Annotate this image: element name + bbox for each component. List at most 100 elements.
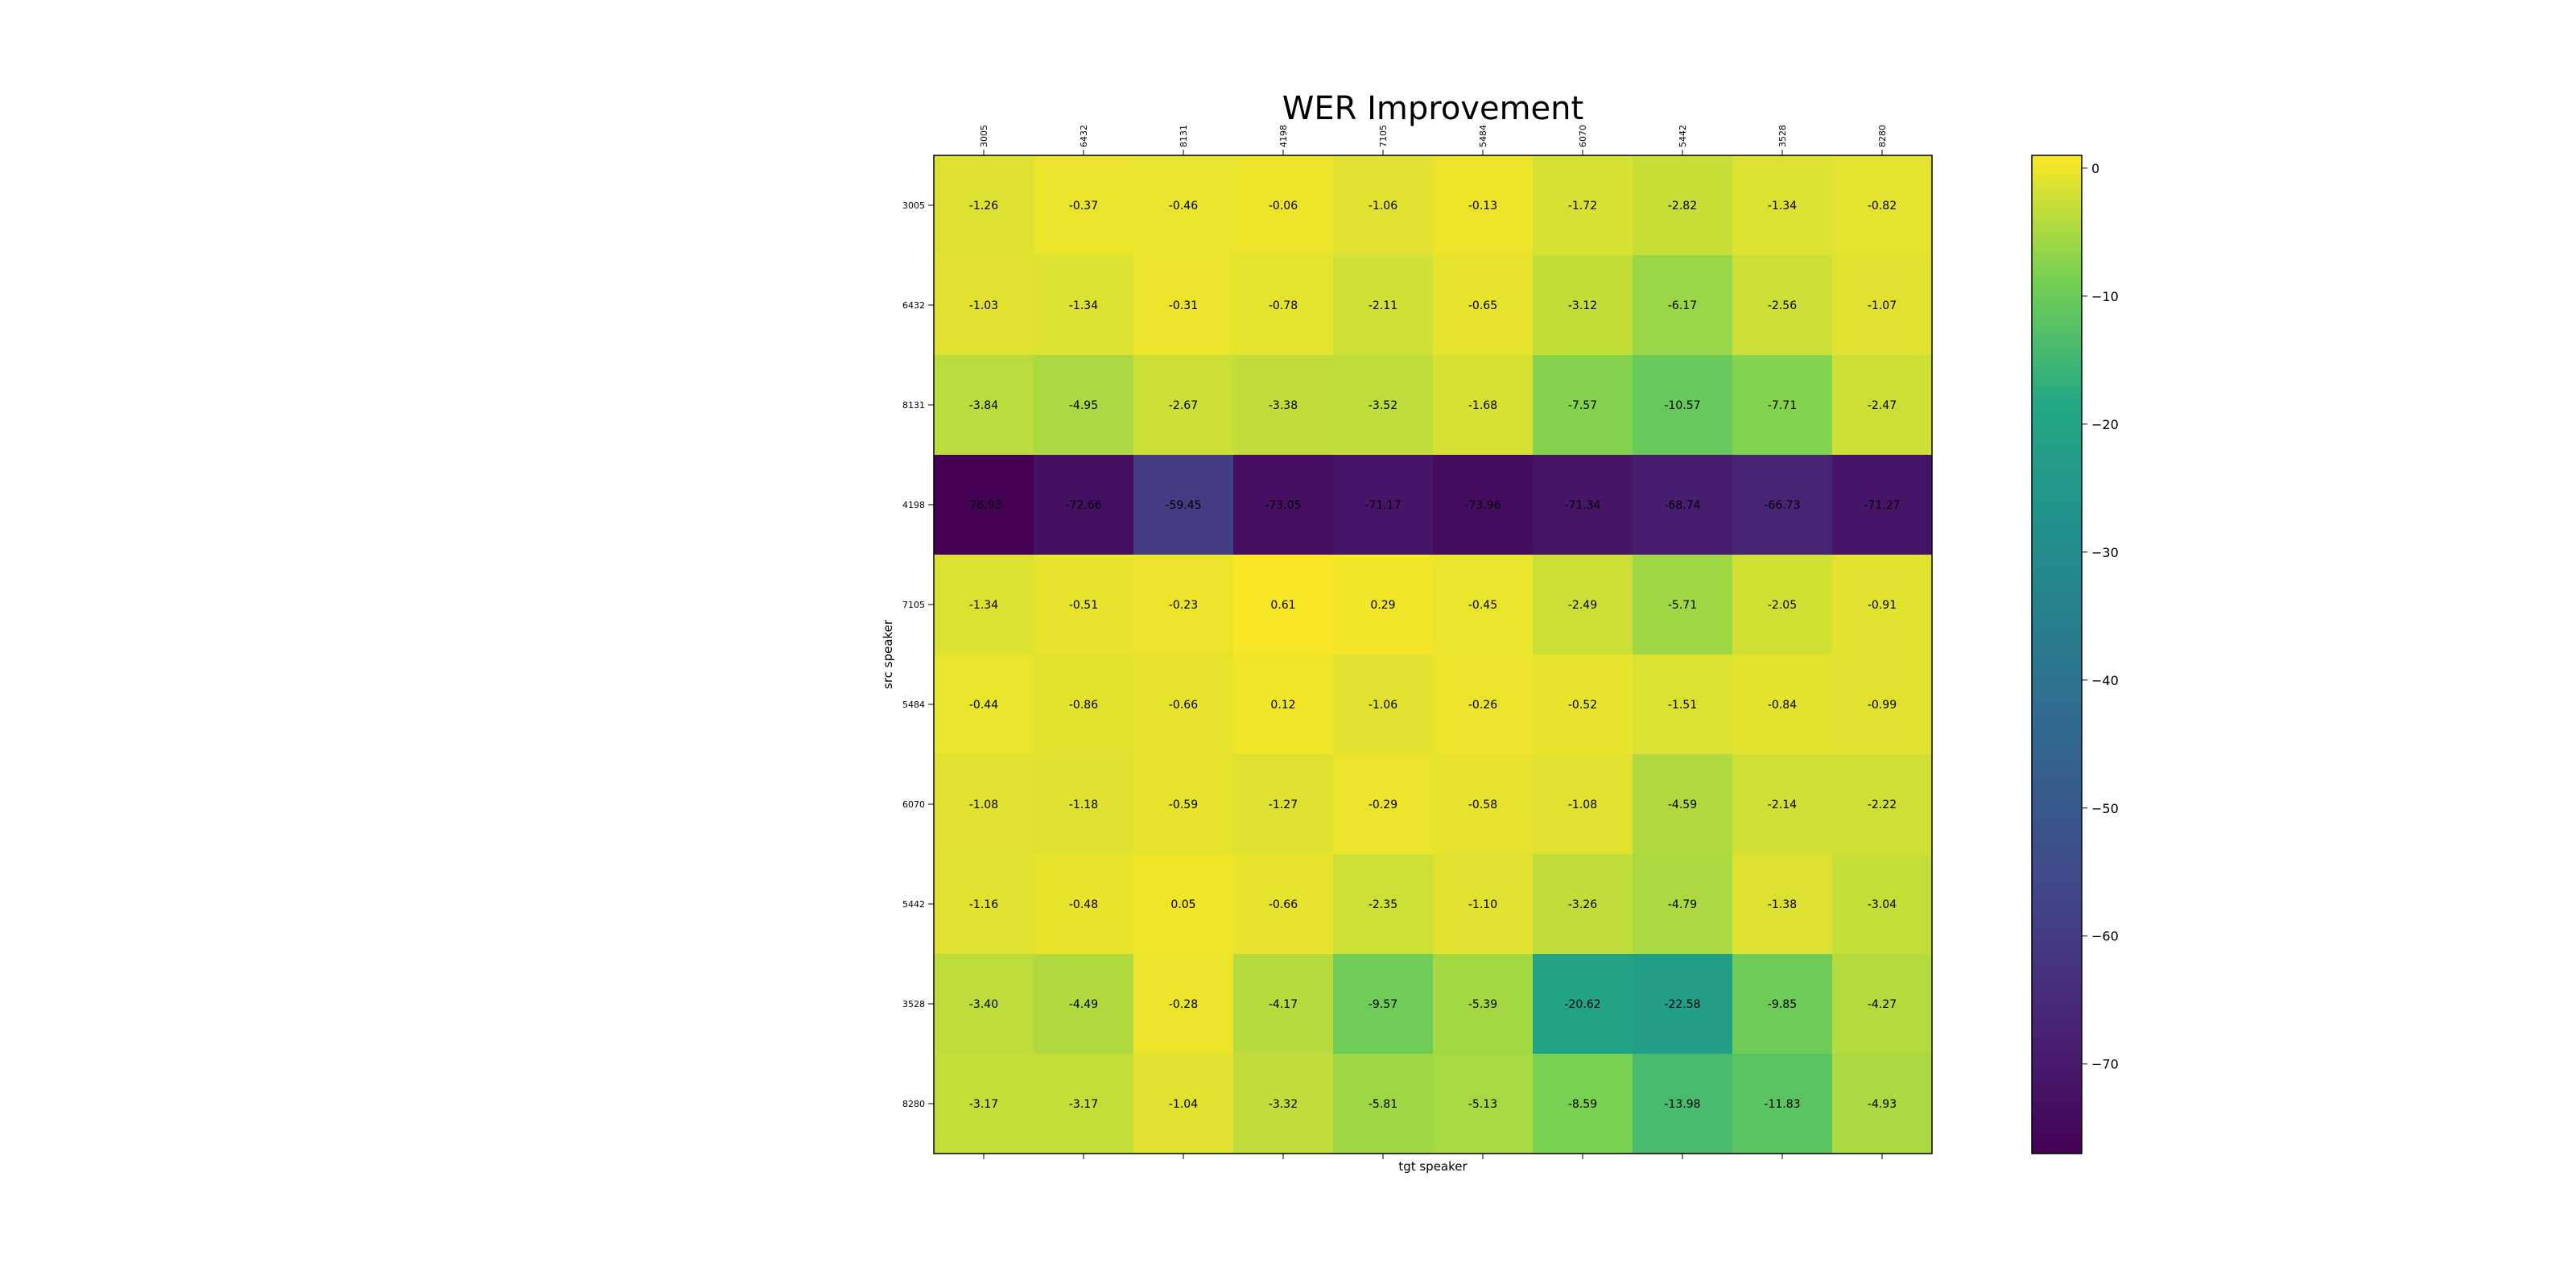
x-tick-label: 7105	[1378, 125, 1389, 147]
colorbar-tick-label: −70	[2091, 1057, 2119, 1072]
cell-value-label: -2.67	[1169, 399, 1198, 412]
heatmap-cells	[934, 155, 1933, 1154]
heatmap-cell	[1133, 255, 1234, 356]
cell-value-label: -5.13	[1468, 1098, 1497, 1111]
cell-value-label: -0.23	[1169, 599, 1198, 612]
heatmap-cell	[1233, 954, 1334, 1055]
heatmap-cell	[1333, 754, 1434, 855]
heatmap-cell	[1233, 654, 1334, 755]
cell-value-label: -3.17	[969, 1098, 998, 1111]
heatmap-cell	[1233, 255, 1334, 356]
heatmap-cell	[1034, 1054, 1134, 1154]
cell-value-label: -0.86	[1069, 699, 1098, 712]
cell-value-label: -3.12	[1568, 299, 1597, 312]
cell-value-label: -0.99	[1868, 699, 1897, 712]
heatmap-cell	[934, 954, 1034, 1055]
cell-value-label: -2.14	[1768, 799, 1797, 811]
heatmap-cell	[1832, 854, 1933, 955]
heatmap-cell	[934, 455, 1034, 555]
heatmap-cell	[1133, 954, 1234, 1055]
cell-value-label: -76.93	[965, 499, 1001, 512]
heatmap-cell	[1832, 455, 1933, 555]
y-tick-label: 8280	[902, 1099, 925, 1109]
y-axis-label: src speaker	[881, 619, 895, 689]
heatmap-cell	[1333, 455, 1434, 555]
heatmap-cell	[1333, 555, 1434, 655]
cell-value-label: -1.06	[1368, 200, 1397, 213]
heatmap-cell	[1433, 355, 1534, 456]
heatmap-cell	[1433, 754, 1534, 855]
cell-value-label: -1.16	[969, 898, 998, 911]
cell-value-label: -4.59	[1668, 799, 1697, 811]
cell-value-label: -71.17	[1364, 499, 1401, 512]
heatmap-cell	[1533, 555, 1633, 655]
cell-value-label: -8.59	[1568, 1098, 1597, 1111]
heatmap-cell	[1633, 355, 1733, 456]
heatmap-cell	[1533, 455, 1633, 555]
heatmap-cell	[1034, 355, 1134, 456]
heatmap-cell	[1433, 155, 1534, 256]
cell-value-label: -4.27	[1868, 998, 1897, 1011]
heatmap-cell	[1732, 355, 1833, 456]
cell-value-label: 0.61	[1270, 599, 1295, 612]
cell-value-label: -3.40	[969, 998, 998, 1011]
colorbar-tick-label: −10	[2091, 289, 2119, 304]
heatmap-cell	[934, 155, 1034, 256]
cell-value-label: -1.34	[969, 599, 998, 612]
y-tick-label: 5484	[902, 700, 925, 710]
heatmap-cell	[1433, 555, 1534, 655]
cell-value-label: -1.51	[1668, 699, 1697, 712]
cell-value-label: -0.06	[1269, 200, 1298, 213]
cell-value-label: -0.31	[1169, 299, 1198, 312]
cell-value-label: -1.34	[1069, 299, 1098, 312]
heatmap-cell	[934, 854, 1034, 955]
heatmap-cell	[1732, 255, 1833, 356]
heatmap-cell	[1133, 1054, 1234, 1154]
heatmap-cell	[1732, 954, 1833, 1055]
cell-value-label: -2.82	[1668, 200, 1697, 213]
cell-value-label: -68.74	[1664, 499, 1700, 512]
cell-value-label: -3.04	[1868, 898, 1897, 911]
heatmap-cell	[1433, 1054, 1534, 1154]
x-tick-label: 8131	[1179, 125, 1189, 147]
cell-value-label: -73.96	[1464, 499, 1501, 512]
y-tick-label: 6070	[902, 799, 925, 810]
cell-value-label: -72.66	[1065, 499, 1101, 512]
heatmap-cell	[1533, 1054, 1633, 1154]
heatmap-cell	[1633, 555, 1733, 655]
heatmap-cell	[1333, 255, 1434, 356]
cell-value-label: -9.85	[1768, 998, 1797, 1011]
cell-value-label: -9.57	[1368, 998, 1397, 1011]
cell-value-label: -3.84	[969, 399, 998, 412]
colorbar-tick-label: −60	[2091, 929, 2119, 944]
cell-value-label: -3.17	[1069, 1098, 1098, 1111]
heatmap-cell	[934, 355, 1034, 456]
heatmap-cell	[1034, 954, 1134, 1055]
cell-value-label: -59.45	[1165, 499, 1201, 512]
heatmap-cell	[1333, 654, 1434, 755]
cell-value-label: -0.26	[1468, 699, 1497, 712]
heatmap-cell	[1034, 555, 1134, 655]
heatmap-cell	[1832, 954, 1933, 1055]
cell-value-label: -1.27	[1269, 799, 1298, 811]
heatmap-cell-labels: -1.26 -0.37 -0.46 -0.06 -1.06 -0.13 -1.72 -2.82…	[965, 200, 1900, 1111]
heatmap-cell	[1333, 155, 1434, 256]
cell-value-label: -0.82	[1868, 200, 1897, 213]
heatmap-cell	[1133, 754, 1234, 855]
heatmap-cell	[1633, 255, 1733, 356]
y-tick-label: 8131	[902, 400, 925, 411]
colorbar-gradient	[2031, 155, 2083, 1154]
cell-value-label: -1.06	[1368, 699, 1397, 712]
cell-value-label: -5.81	[1368, 1098, 1397, 1111]
colorbar-tick-label: −40	[2091, 673, 2119, 688]
heatmap-cell	[1533, 754, 1633, 855]
heatmap-cell	[1433, 954, 1534, 1055]
colorbar-tick-label: −50	[2091, 801, 2119, 816]
heatmap-cell	[1832, 155, 1933, 256]
heatmap-cell	[1533, 854, 1633, 955]
heatmap-cell	[1233, 155, 1334, 256]
heatmap-cell	[1233, 455, 1334, 555]
heatmap-cell	[1333, 1054, 1434, 1154]
heatmap-cell	[1133, 854, 1234, 955]
